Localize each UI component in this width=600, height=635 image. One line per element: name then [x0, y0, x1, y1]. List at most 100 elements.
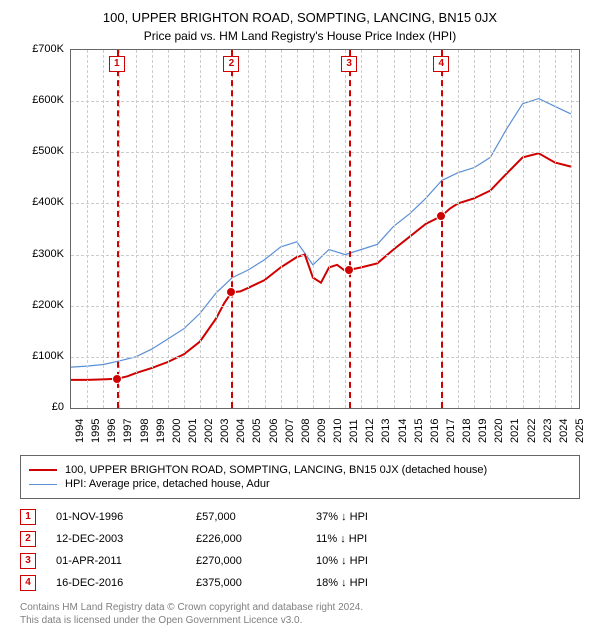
x-tick-label: 2004 [235, 419, 247, 443]
sales-row: 101-NOV-1996£57,00037% ↓ HPI [20, 509, 580, 525]
x-tick-label: 1997 [122, 419, 134, 443]
x-tick-label: 2009 [316, 419, 328, 443]
x-tick-label: 2000 [171, 419, 183, 443]
x-tick-label: 2020 [493, 419, 505, 443]
event-badge: 2 [223, 56, 239, 72]
gridline-v [377, 50, 378, 408]
sales-price: £270,000 [196, 555, 316, 567]
gridline-v [523, 50, 524, 408]
legend-swatch [29, 469, 57, 471]
event-badge: 3 [341, 56, 357, 72]
y-tick-label: £400K [32, 196, 64, 208]
footnote-line2: This data is licensed under the Open Gov… [20, 614, 580, 627]
gridline-v [216, 50, 217, 408]
gridline-v [329, 50, 330, 408]
y-tick-label: £0 [52, 401, 64, 413]
legend-label: 100, UPPER BRIGHTON ROAD, SOMPTING, LANC… [65, 464, 487, 476]
x-tick-label: 2025 [574, 419, 586, 443]
legend: 100, UPPER BRIGHTON ROAD, SOMPTING, LANC… [20, 455, 580, 499]
gridline-v [265, 50, 266, 408]
sales-row: 416-DEC-2016£375,00018% ↓ HPI [20, 575, 580, 591]
y-tick-label: £300K [32, 248, 64, 260]
x-tick-label: 2006 [268, 419, 280, 443]
legend-swatch [29, 484, 57, 485]
legend-row: 100, UPPER BRIGHTON ROAD, SOMPTING, LANC… [29, 464, 571, 476]
sales-date: 16-DEC-2016 [56, 577, 196, 589]
x-tick-label: 2021 [509, 419, 521, 443]
x-tick-label: 2018 [461, 419, 473, 443]
event-badge: 1 [109, 56, 125, 72]
x-tick-label: 1996 [106, 419, 118, 443]
sales-badge: 3 [20, 553, 36, 569]
x-tick-label: 2001 [187, 419, 199, 443]
event-line [441, 50, 443, 408]
gridline-h [71, 306, 579, 307]
x-tick-label: 2022 [526, 419, 538, 443]
series-price_paid [71, 153, 571, 380]
sales-price: £375,000 [196, 577, 316, 589]
gridline-v [168, 50, 169, 408]
legend-row: HPI: Average price, detached house, Adur [29, 478, 571, 490]
gridline-h [71, 152, 579, 153]
chart-title: 100, UPPER BRIGHTON ROAD, SOMPTING, LANC… [0, 10, 600, 25]
sales-badge: 2 [20, 531, 36, 547]
event-line [117, 50, 119, 408]
gridline-v [136, 50, 137, 408]
x-tick-label: 2015 [413, 419, 425, 443]
gridline-v [410, 50, 411, 408]
x-tick-label: 1999 [155, 419, 167, 443]
plot-area: 1 2 3 4 [70, 49, 580, 409]
x-tick-label: 2005 [251, 419, 263, 443]
gridline-v [313, 50, 314, 408]
line-layer [71, 50, 579, 408]
y-axis-labels: £0£100K£200K£300K£400K£500K£600K£700K [20, 49, 68, 409]
footnote: Contains HM Land Registry data © Crown c… [20, 601, 580, 627]
event-marker [436, 211, 446, 221]
x-tick-label: 2024 [558, 419, 570, 443]
gridline-v [458, 50, 459, 408]
gridline-v [571, 50, 572, 408]
event-line [231, 50, 233, 408]
legend-label: HPI: Average price, detached house, Adur [65, 478, 270, 490]
gridline-h [71, 203, 579, 204]
gridline-h [71, 255, 579, 256]
sales-row: 3 01-APR-2011£270,00010% ↓ HPI [20, 553, 580, 569]
x-tick-label: 2012 [364, 419, 376, 443]
event-marker [344, 265, 354, 275]
event-badge: 4 [433, 56, 449, 72]
sales-delta: 10% ↓ HPI [316, 555, 368, 567]
event-marker [226, 287, 236, 297]
x-tick-label: 2019 [477, 419, 489, 443]
gridline-v [426, 50, 427, 408]
footnote-line1: Contains HM Land Registry data © Crown c… [20, 601, 580, 614]
x-tick-label: 2008 [300, 419, 312, 443]
sales-delta: 18% ↓ HPI [316, 577, 368, 589]
x-tick-label: 1994 [74, 419, 86, 443]
gridline-v [345, 50, 346, 408]
gridline-v [103, 50, 104, 408]
gridline-v [297, 50, 298, 408]
gridline-v [87, 50, 88, 408]
x-tick-label: 2023 [542, 419, 554, 443]
chart-container: £0£100K£200K£300K£400K£500K£600K£700K 12… [20, 49, 580, 449]
gridline-v [200, 50, 201, 408]
x-tick-label: 2010 [332, 419, 344, 443]
x-tick-label: 2011 [348, 419, 360, 443]
sales-date: 12-DEC-2003 [56, 533, 196, 545]
x-tick-label: 1998 [139, 419, 151, 443]
y-tick-label: £600K [32, 94, 64, 106]
sales-date: 01-APR-2011 [56, 555, 196, 567]
x-tick-label: 2017 [445, 419, 457, 443]
y-tick-label: £200K [32, 299, 64, 311]
x-tick-label: 1995 [90, 419, 102, 443]
y-tick-label: £700K [32, 43, 64, 55]
x-tick-label: 2013 [380, 419, 392, 443]
x-tick-label: 2016 [429, 419, 441, 443]
x-tick-label: 2007 [284, 419, 296, 443]
gridline-h [71, 101, 579, 102]
sales-price: £57,000 [196, 511, 316, 523]
gridline-v [361, 50, 362, 408]
x-tick-label: 2002 [203, 419, 215, 443]
gridline-h [71, 357, 579, 358]
y-tick-label: £100K [32, 350, 64, 362]
